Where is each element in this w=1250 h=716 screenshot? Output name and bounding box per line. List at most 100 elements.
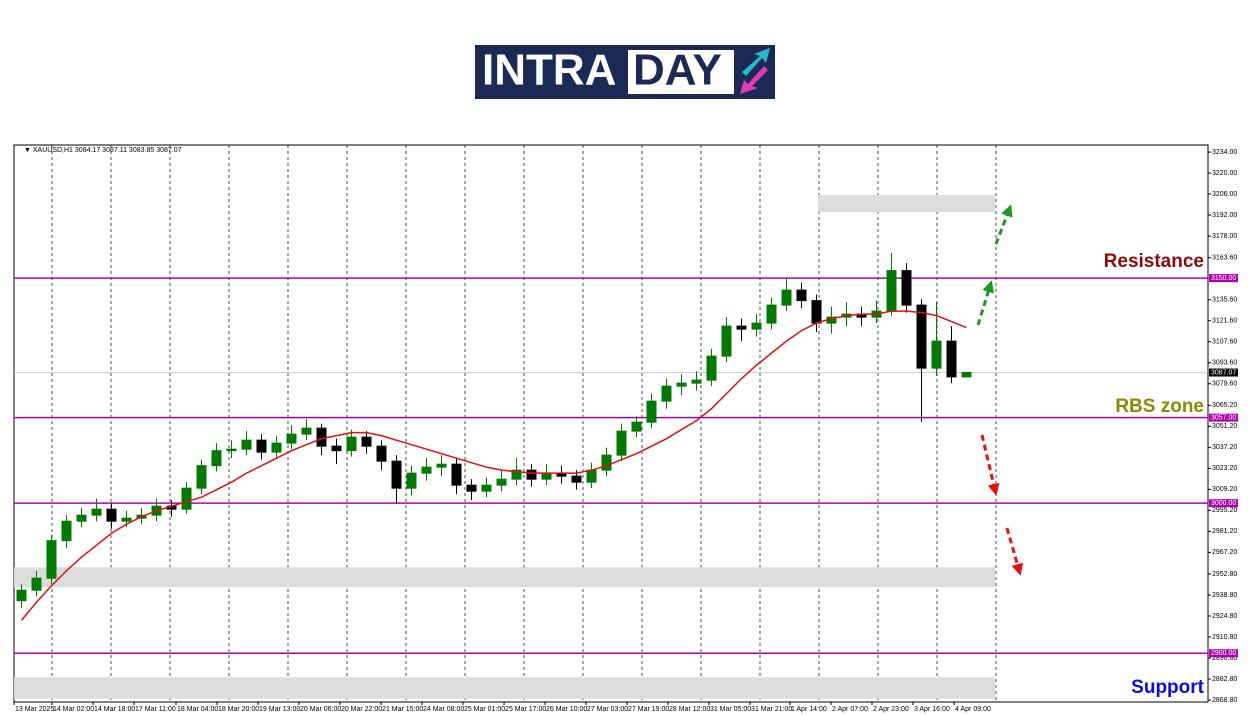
moving-average (20, 310, 967, 621)
x-tick-label: 21 Mar 15:00 (382, 706, 423, 713)
candle-body (31, 577, 42, 591)
candle-body (721, 325, 732, 357)
y-tick-label: 2995.20 (1212, 507, 1237, 514)
symbol: XAUUSD,H1 (33, 147, 73, 154)
candle-body (736, 325, 747, 330)
y-tick-label: 3065.20 (1212, 402, 1237, 409)
open: 3084.17 (75, 147, 100, 154)
arrow (1005, 527, 1024, 576)
candle-body (361, 436, 372, 447)
price-label-bg (1209, 368, 1238, 377)
candle-body (751, 322, 762, 330)
x-tick-label: 3 Apr 16:00 (914, 706, 950, 713)
candle-body (601, 454, 612, 471)
candle-body (616, 430, 627, 456)
x-tick-label: 27 Mar 03:00 (587, 706, 628, 713)
candle-body (886, 270, 897, 312)
x-tick-label: 28 Mar 12:00 (669, 706, 710, 713)
y-tick-label: 2924.80 (1212, 613, 1237, 620)
plot: 3234.00 3220.00 3206.00 3192.00 3178.00 3163.… (13, 149, 1238, 713)
annotation: Resistance (1104, 251, 1204, 272)
candle-body (676, 382, 687, 387)
x-tick-label: 17 Mar 11:00 (135, 706, 176, 713)
level-label: 2900.00 (1211, 650, 1236, 657)
x-tick-label: 2 Apr 23:00 (873, 706, 909, 713)
x-tick-label: 25 Mar 01:00 (464, 706, 505, 713)
candle-body (526, 469, 537, 480)
y-tick-label: 2981.20 (1212, 528, 1237, 535)
candle-body (271, 442, 282, 453)
level-label-bg (1209, 499, 1238, 508)
candle-body (376, 445, 387, 462)
x-tick-label: 18 Mar 04:00 (177, 706, 218, 713)
period-separators (51, 145, 997, 702)
y-tick-label: 3220.00 (1212, 170, 1237, 177)
logo: INTRA DAY (475, 45, 775, 99)
x-tick-label: 27 Mar 19:00 (628, 706, 669, 713)
candle-body (121, 517, 132, 522)
y-tick-label: 3079.60 (1212, 381, 1237, 388)
candle-body (646, 400, 657, 423)
candle-body (226, 448, 237, 452)
candle-body (766, 304, 777, 324)
candle-body (796, 289, 807, 302)
candle-body (421, 466, 432, 474)
level-label-bg (1209, 649, 1238, 658)
candle-body (571, 475, 582, 483)
candle-body (436, 463, 447, 468)
candle-body (481, 484, 492, 492)
zone (818, 195, 995, 213)
x-tick-label: 25 Mar 17:00 (505, 706, 546, 713)
zone (14, 567, 995, 588)
y-tick-label: 3234.00 (1212, 149, 1237, 156)
high: 3087.11 (102, 147, 127, 154)
arrows (976, 204, 1024, 576)
level-label: 3057.00 (1211, 414, 1236, 421)
zone (14, 677, 995, 699)
logo-box (628, 50, 734, 94)
y-tick-label: 3009.20 (1212, 486, 1237, 493)
annotation: Support (1131, 677, 1204, 698)
y-tick-label: 3135.60 (1212, 297, 1237, 304)
logo-icon (740, 66, 768, 94)
chart-header: ▼ XAUUSD,H1 3084.17 3087.11 3083.85 3087… (24, 147, 182, 154)
y-tick-label: 2910.80 (1212, 634, 1237, 641)
candle-body (391, 460, 402, 489)
logo-text: INTRA (482, 46, 616, 95)
level-label-bg (1209, 274, 1238, 283)
candle-body (781, 289, 792, 306)
candle-body (661, 385, 672, 402)
candle-body (46, 540, 57, 579)
candle-body (16, 589, 27, 602)
x-tick-label: 20 Mar 22:00 (341, 706, 382, 713)
y-tick-label: 2967.20 (1212, 549, 1237, 556)
candle-body (406, 472, 417, 489)
y-tick-label: 3178.00 (1212, 233, 1237, 240)
candle-body (901, 270, 912, 306)
candle-body (631, 421, 642, 432)
candle-body (61, 520, 72, 542)
candle-body (496, 478, 507, 486)
x-tick-label: 20 Mar 06:00 (300, 706, 341, 713)
x-tick-label: 4 Apr 09:00 (955, 706, 991, 713)
y-tick-label: 2952.80 (1212, 571, 1237, 578)
y-tick-label: 3206.00 (1212, 191, 1237, 198)
price-label: 3087.07 (1211, 369, 1236, 376)
candle-body (346, 436, 357, 452)
candle-body (586, 469, 597, 483)
level-label-bg (1209, 413, 1238, 422)
candle-body (256, 439, 267, 453)
candle-body (181, 487, 192, 510)
candle-body (316, 427, 327, 447)
y-tick-label: 2938.80 (1212, 592, 1237, 599)
annotation: RBS zone (1115, 396, 1204, 417)
arrow (994, 204, 1013, 245)
y-tick-label: 3192.00 (1212, 212, 1237, 219)
x-tick-label: 2 Apr 07:00 (832, 706, 868, 713)
candle-body (961, 372, 972, 378)
y-tick-label: 2896.80 (1212, 655, 1237, 662)
x-tick-label: 24 Mar 08:00 (423, 706, 464, 713)
plot-frame (13, 144, 1209, 703)
x-tick-label: 26 Mar 10:00 (546, 706, 587, 713)
